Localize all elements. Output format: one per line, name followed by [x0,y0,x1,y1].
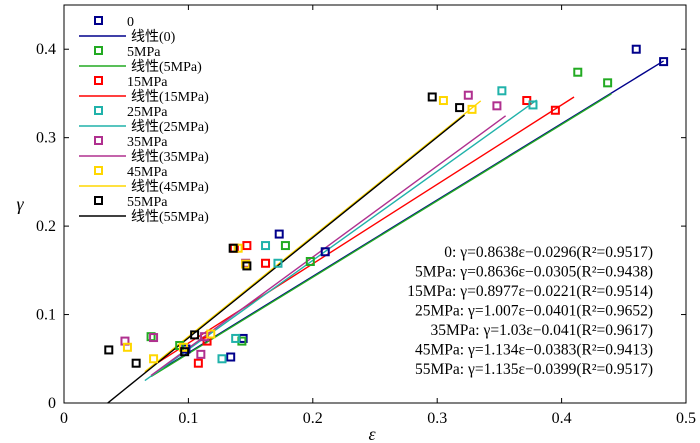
data-point [573,67,583,77]
data-point [603,78,613,88]
fit-line [163,60,664,369]
legend-label: 55MPa [127,195,168,210]
fit-line [150,96,575,368]
fit-line [107,114,466,404]
y-tick-label: 0.2 [36,218,56,235]
equation-label: 45MPa: γ=1.134ε−0.0383(R²=0.9413) [415,342,653,359]
data-point [427,92,437,102]
legend-fit-label: 线性(55MPa) [131,209,209,225]
data-point [659,57,669,67]
equation-label: 35MPa: γ=1.03ε−0.041(R²=0.9617) [431,322,653,339]
data-point [528,100,538,110]
x-tick-label: 0.2 [303,410,323,427]
data-point [122,342,132,352]
fit-line [144,100,482,373]
data-point [193,358,203,368]
legend-marker [94,136,103,145]
y-tick-label: 0.3 [36,130,56,147]
legend-label: 15MPa [127,75,168,90]
equation-label: 55MPa: γ=1.135ε−0.0399(R²=0.9517) [415,361,653,378]
legend-fit-label: 线性(15MPa) [131,89,209,105]
axis-ticks [63,5,687,404]
legend-marker [94,166,103,175]
legend-marker [94,76,103,85]
equation-label: 5MPa: γ=0.8636ε−0.0305(R²=0.9438) [415,264,653,281]
x-tick-label: 0.5 [676,410,696,427]
data-point [233,243,243,253]
data-point [131,358,141,368]
data-point [463,90,473,100]
legend-marker [94,106,103,115]
equations: 0: γ=0.8638ε−0.0296(R²=0.9517) 5MPa: γ=0.… [407,244,653,378]
data-point [228,243,238,253]
axis-tick-labels: 0 0.1 0.2 0.3 0.4 0.5 0 0.1 0.2 0.3 0.4 [36,41,696,427]
data-point [274,229,284,239]
data-point [305,256,315,266]
data-point [241,259,251,269]
data-point [438,96,448,106]
legend-fit-label: 线性(25MPa) [131,119,209,135]
data-point [550,105,560,115]
data-point [261,258,271,268]
legend-fit-label: 线性(5MPa) [131,59,202,75]
fit-line [144,99,538,382]
equation-label: 15MPa: γ=0.8977ε−0.0221(R²=0.9514) [407,283,653,300]
data-point [497,86,507,96]
legend-fit-label: 线性(35MPa) [131,149,209,165]
x-axis-label: ε [368,424,376,443]
legend-marker [94,16,103,25]
fit-lines [107,60,664,404]
legend-label: 35MPa [127,135,168,150]
legend-marker [94,46,103,55]
x-tick-label: 0 [60,410,68,427]
data-point [455,103,465,113]
data-points [104,44,669,368]
y-tick-label: 0.1 [36,307,56,324]
data-point [149,333,159,343]
data-point [280,241,290,251]
legend-label: 45MPa [127,165,168,180]
legend-marker [94,196,103,205]
x-tick-label: 0.1 [178,410,198,427]
data-point [261,241,271,251]
fit-line [150,93,612,378]
plot-area [63,4,687,404]
data-point [231,333,241,343]
legend-label: 0 [127,15,134,30]
data-point [190,330,200,340]
data-point [492,101,502,111]
x-tick-label: 0.3 [427,410,447,427]
data-point [320,247,330,257]
data-point [226,352,236,362]
data-point [273,258,283,268]
data-point [149,354,159,364]
data-point [217,354,227,364]
x-tick-label: 0.4 [552,410,572,427]
legend-fit-label: 线性(45MPa) [131,179,209,195]
data-point [104,345,114,355]
legend-label: 25MPa [127,105,168,120]
equation-label: 25MPa: γ=1.007ε−0.0401(R²=0.9652) [415,303,653,320]
legend-fit-label: 线性(0) [131,29,176,45]
data-point [242,261,252,271]
y-tick-label: 0 [48,395,56,412]
data-point [206,329,216,339]
y-tick-label: 0.4 [36,41,56,58]
legend: 0线性(0)5MPa线性(5MPa)15MPa线性(15MPa)25MPa线性(… [79,15,209,225]
data-point [631,44,641,54]
data-point [242,241,252,251]
equation-label: 0: γ=0.8638ε−0.0296(R²=0.9517) [444,244,653,261]
legend-label: 5MPa [127,45,161,60]
data-point [467,104,477,114]
y-axis-label: γ [16,194,24,214]
data-point [180,347,190,357]
data-point [196,349,206,359]
fit-line [150,115,507,377]
